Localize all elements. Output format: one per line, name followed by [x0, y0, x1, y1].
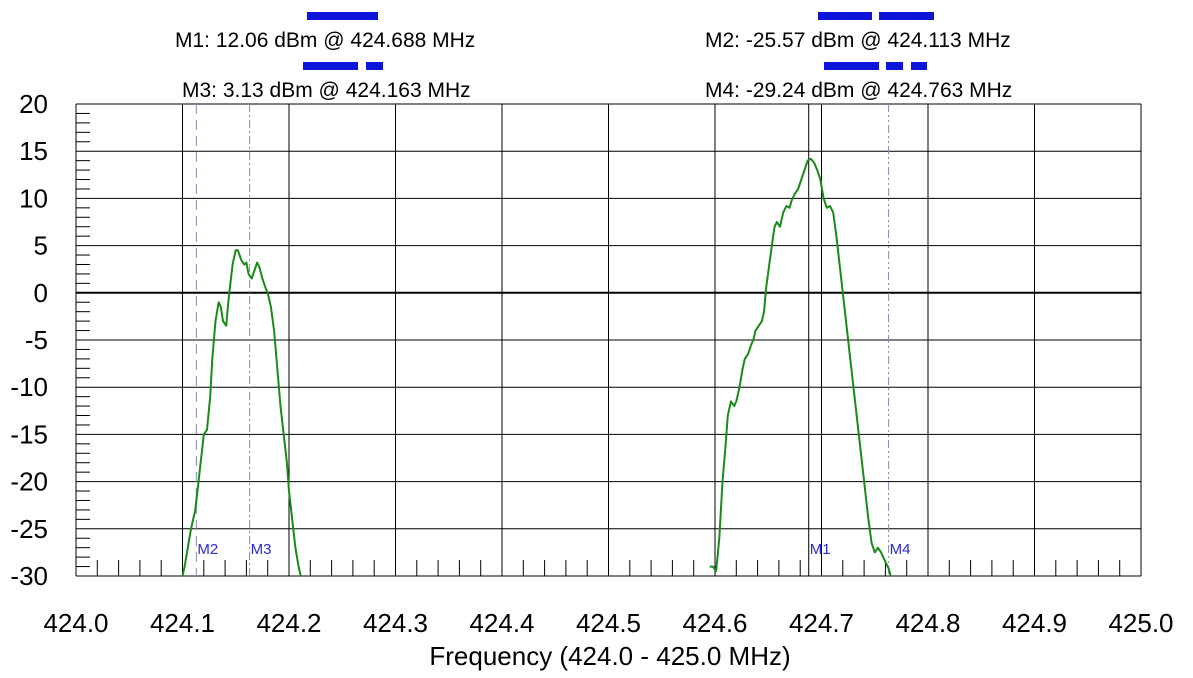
y-tick-label: -30: [10, 561, 48, 591]
y-tick-label: 15: [19, 136, 48, 166]
y-tick-label: 0: [34, 278, 48, 308]
y-tick-label: 5: [34, 231, 48, 261]
m3-legend-line-dashdot: [303, 62, 383, 70]
y-tick-label: -20: [10, 467, 48, 497]
x-axis-title: Frequency (424.0 - 425.0 MHz): [429, 641, 790, 671]
y-tick-label: -25: [10, 514, 48, 544]
x-tick-label: 424.4: [469, 608, 534, 638]
m3-readout: M3: 3.13 dBm @ 424.163 MHz: [182, 79, 471, 102]
x-tick-label: 424.8: [895, 608, 960, 638]
y-tick-label: 10: [19, 183, 48, 213]
m2-tag: M2: [197, 541, 218, 558]
x-tick-label: 424.7: [789, 608, 854, 638]
x-tick-label: 424.3: [363, 608, 428, 638]
m1-tag: M1: [810, 541, 831, 558]
m2-legend-line-dash: [818, 12, 934, 20]
m4-legend-line-dashdotdot: [824, 62, 927, 70]
y-tick-label: -5: [25, 325, 48, 355]
trace-series-2: [709, 157, 892, 577]
x-tick-label: 425.0: [1108, 608, 1173, 638]
x-tick-label: 424.9: [1002, 608, 1067, 638]
x-tick-label: 424.6: [682, 608, 747, 638]
trace-series-1: [181, 249, 302, 577]
m4-tag: M4: [890, 541, 911, 558]
y-tick-label: -15: [10, 419, 48, 449]
m2-readout: M2: -25.57 dBm @ 424.113 MHz: [705, 29, 1011, 52]
x-tick-label: 424.5: [576, 608, 641, 638]
x-tick-label: 424.2: [256, 608, 321, 638]
m4-readout: M4: -29.24 dBm @ 424.763 MHz: [705, 79, 1013, 102]
x-tick-label: 424.0: [43, 608, 108, 638]
m1-readout: M1: 12.06 dBm @ 424.688 MHz: [175, 29, 476, 52]
m3-tag: M3: [251, 541, 272, 558]
y-tick-label: 20: [19, 89, 48, 119]
m1-legend-line-solid: [307, 12, 378, 20]
y-tick-label: -10: [10, 372, 48, 402]
x-tick-label: 424.1: [150, 608, 215, 638]
